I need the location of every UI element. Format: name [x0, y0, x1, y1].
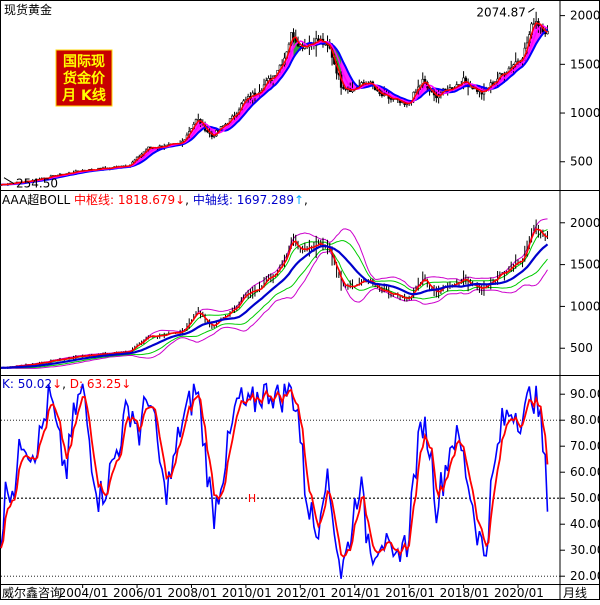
x-tick-label: 2018/01	[440, 586, 490, 600]
boll-mid-arrow: ↑	[294, 193, 304, 207]
panel3-y-tick-label: 70.00	[570, 439, 600, 453]
boll-upper-arrow: ↓	[175, 193, 185, 207]
panel2-y-tick-label: 1500	[570, 258, 600, 272]
ma-fast-line	[0, 22, 548, 186]
h-marker: H	[248, 492, 256, 505]
panel2-y-tick-label: 1000	[570, 299, 600, 313]
boll-upper-value: 1818.679	[118, 193, 175, 207]
d-line	[0, 388, 549, 558]
boll-legend: AAA超BOLL 中枢线: 1818.679↓, 中轴线: 1697.289↑,	[2, 192, 308, 207]
boll-mid-line	[0, 243, 549, 369]
panel3-y-tick-label: 20.00	[570, 569, 600, 583]
panel3-y-axis: 20.00 30.00 40.00 50.00 60.00 70.00 80.00 90.00	[560, 387, 600, 583]
watermark-line: 月 K线	[61, 87, 106, 104]
panel1-y-tick-label: 1500	[570, 57, 600, 71]
footer-period: 月线	[563, 586, 587, 600]
x-tick-label: 2020/01	[494, 586, 544, 600]
boll-upper-label: 中枢线:	[74, 192, 114, 207]
panel1-y-axis: 500 1000 1500 2000	[560, 9, 600, 169]
panel3-y-tick-label: 40.00	[570, 517, 600, 531]
panel2-y-axis: 500 1000 1500 2000	[560, 216, 600, 355]
x-tick-label: 2006/01	[113, 586, 163, 600]
x-tick-label: 2012/01	[276, 586, 326, 600]
boll-panel: AAA超BOLL 中枢线: 1818.679↓, 中轴线: 1697.289↑,	[0, 192, 549, 369]
x-tick-label: 2010/01	[222, 586, 272, 600]
d-arrow: ↓	[121, 377, 131, 391]
max-label: 2074.87	[476, 5, 526, 19]
panel1-y-tick-label: 500	[570, 155, 593, 169]
watermark-line: 货金价	[62, 70, 106, 87]
min-leader	[3, 177, 15, 185]
panel3-y-tick-label: 80.00	[570, 413, 600, 427]
kd-panel: H K: 50.02↓, D: 63.25↓	[0, 377, 560, 579]
candle-body	[389, 98, 393, 100]
k-arrow: ↓	[52, 377, 62, 391]
panel2-y-tick-label: 500	[570, 341, 593, 355]
x-tick-label: 2016/01	[385, 586, 435, 600]
candle-body	[342, 87, 345, 89]
boll-sep: ,	[185, 193, 189, 207]
x-tick-label: 2008/01	[167, 586, 217, 600]
x-tick-label: 2014/01	[331, 586, 381, 600]
panel1-y-tick-label: 1000	[570, 106, 600, 120]
boll-inner-lower	[1, 248, 548, 369]
max-leader	[528, 7, 535, 13]
panel3-y-tick-label: 90.00	[570, 387, 600, 401]
kd-legend: K: 50.02↓, D: 63.25↓	[2, 377, 131, 391]
candle-body	[292, 32, 295, 38]
boll-mid-value: 1697.289	[237, 193, 294, 207]
k-line	[0, 381, 549, 579]
boll-trail: ,	[304, 193, 308, 207]
d-label: D: 63.25	[70, 377, 121, 391]
x-tick-label: 2004/01	[59, 586, 109, 600]
price-panel: 现货黄金 2074.87 254.50	[0, 2, 549, 191]
boll-name: AAA超BOLL	[2, 192, 70, 207]
panel2-y-tick-label: 2000	[570, 216, 600, 230]
panel3-y-tick-label: 50.00	[570, 491, 600, 505]
boll-inner-upper	[0, 229, 548, 369]
panel3-y-tick-label: 30.00	[570, 543, 600, 557]
chart-title: 现货黄金	[4, 2, 52, 17]
min-label: 254.50	[16, 177, 58, 191]
watermark-line: 国际现	[63, 54, 105, 70]
boll-mid-label: 中轴线:	[193, 192, 233, 207]
watermark-box	[55, 49, 113, 107]
boll-outer-lower	[0, 251, 548, 369]
panel1-y-tick-label: 2000	[570, 9, 600, 23]
panel3-y-tick-label: 60.00	[570, 465, 600, 479]
k-label: K: 50.02	[2, 377, 52, 391]
footer-brand: 威尔鑫咨询	[2, 585, 62, 600]
boll-price-line	[0, 228, 548, 369]
